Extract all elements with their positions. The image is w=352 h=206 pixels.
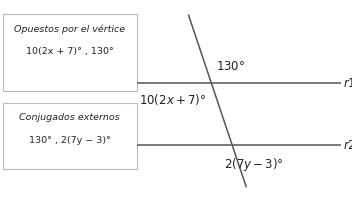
Text: $r1$: $r1$ — [343, 77, 352, 90]
Bar — [3, 14, 137, 91]
Text: 10(2x + 7)° , 130°: 10(2x + 7)° , 130° — [26, 47, 114, 56]
Bar — [3, 103, 137, 169]
Text: 130° , 2(7y − 3)°: 130° , 2(7y − 3)° — [29, 136, 111, 145]
Text: $130°$: $130°$ — [216, 60, 246, 73]
Text: $r2$: $r2$ — [343, 139, 352, 152]
Text: Conjugados externos: Conjugados externos — [19, 113, 120, 122]
Text: Opuestos por el vértice: Opuestos por el vértice — [14, 25, 125, 34]
Text: $2(7y-3)°$: $2(7y-3)°$ — [224, 156, 283, 173]
Text: $10(2x+7)°$: $10(2x+7)°$ — [139, 92, 206, 107]
